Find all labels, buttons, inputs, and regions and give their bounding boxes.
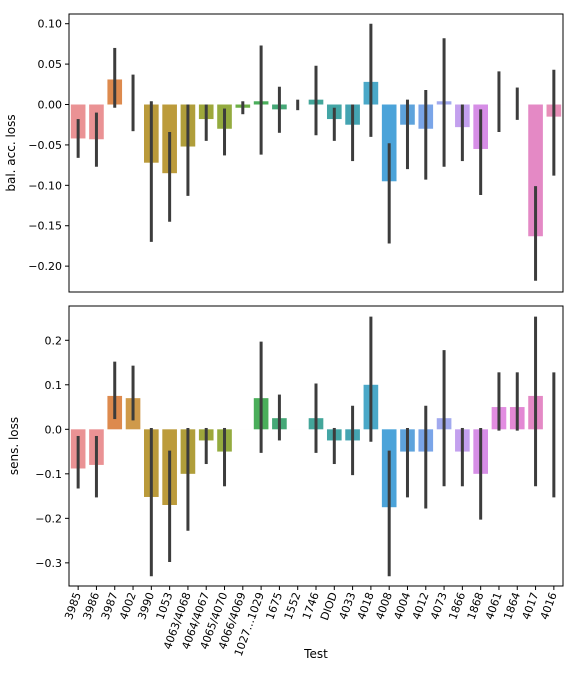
y-tick-label: 0.2 xyxy=(45,334,63,347)
y-tick-label: −0.3 xyxy=(35,557,62,570)
y-tick-label: −0.15 xyxy=(28,220,62,233)
y-tick-label: 0.10 xyxy=(38,18,63,31)
axes-frame xyxy=(68,13,564,293)
y-tick-label: −0.10 xyxy=(28,179,62,192)
y-tick-label: −0.1 xyxy=(35,468,62,481)
y-tick-label: 0.05 xyxy=(38,58,63,71)
x-axis-label: Test xyxy=(303,647,328,661)
bar-4017 xyxy=(528,104,543,237)
top-panel-bal-acc-loss: 0.10 0.05 0.00 −0.05 −0.10 −0.15 −0.20 bal. acc… xyxy=(4,13,564,293)
bottom-panel-sens-loss: 0.2 0.1 0.0 −0.1 −0.2 −0.3 sens. loss xyxy=(7,305,564,587)
bar-4008 xyxy=(381,104,397,182)
y-tick-label: −0.2 xyxy=(35,512,62,525)
y-tick-label: −0.05 xyxy=(28,139,62,152)
y-tick-label: 0.0 xyxy=(45,423,63,436)
y-tick-label: 0.1 xyxy=(45,379,63,392)
y-tick-label: −0.20 xyxy=(28,260,62,273)
y-axis-label: sens. loss xyxy=(7,417,21,475)
y-tick-label: 0.00 xyxy=(38,99,63,112)
y-axis-label: bal. acc. loss xyxy=(4,114,18,191)
